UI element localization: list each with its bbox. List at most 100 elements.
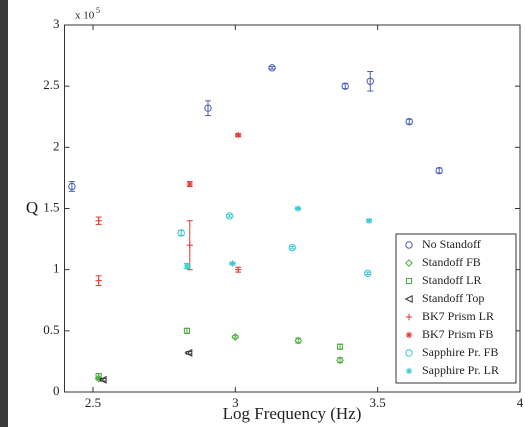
marker-stroke xyxy=(235,132,241,138)
data-point xyxy=(363,269,372,278)
data-point xyxy=(95,217,102,224)
data-point xyxy=(341,82,349,90)
marker-shape xyxy=(435,166,443,175)
marker-shape xyxy=(336,356,344,365)
data-point xyxy=(186,242,193,249)
data-point xyxy=(183,262,191,270)
y-axis-label: Q xyxy=(26,198,38,217)
legend-marker xyxy=(405,277,413,285)
error-bar xyxy=(204,100,211,117)
y-multiplier-exponent: 5 xyxy=(96,6,100,15)
legend-marker xyxy=(405,259,413,267)
error-bar xyxy=(269,66,276,70)
x-tick-label: 4 xyxy=(517,395,524,410)
legend-marker xyxy=(405,313,413,321)
marker-shape xyxy=(204,104,212,112)
marker-stroke xyxy=(229,260,236,267)
legend-label: Standoff LR xyxy=(422,273,481,287)
data-point xyxy=(234,266,242,273)
marker-shape xyxy=(68,182,76,191)
legend-label: Standoff FB xyxy=(422,255,481,269)
legend-marker xyxy=(405,241,413,249)
data-point xyxy=(365,217,373,224)
data-point xyxy=(98,375,107,384)
y-tick-label: 1.5 xyxy=(43,199,59,214)
x-tick-label: 3.5 xyxy=(370,395,386,410)
x-axis-label: Log Frequency (Hz) xyxy=(223,404,362,423)
marker-shape xyxy=(341,82,349,90)
legend-label: BK7 Prism FB xyxy=(422,327,493,341)
data-point xyxy=(186,180,193,188)
marker-shape xyxy=(184,348,193,357)
data-point xyxy=(234,131,242,139)
legend-label: Standoff Top xyxy=(422,291,484,305)
error-bar xyxy=(226,214,233,218)
data-point xyxy=(294,336,303,345)
data-point xyxy=(204,104,212,112)
marker-shape xyxy=(98,375,107,384)
y-tick-label: 2 xyxy=(53,138,60,153)
marker-shape xyxy=(288,243,296,252)
x-tick-label: 3 xyxy=(232,395,239,410)
data-point xyxy=(229,260,236,267)
marker-stroke xyxy=(366,218,372,224)
data-point xyxy=(95,277,102,284)
legend-marker xyxy=(405,349,413,357)
error-bar xyxy=(289,245,296,250)
data-point xyxy=(268,64,276,72)
marker-shape xyxy=(95,373,102,380)
marker-shape xyxy=(294,336,303,345)
data-point xyxy=(183,327,190,334)
data-point xyxy=(231,333,240,341)
marker-shape xyxy=(405,349,413,357)
marker-shape xyxy=(405,259,413,267)
legend-label: Sapphire Pr. FB xyxy=(422,345,498,359)
marker-stroke xyxy=(295,205,301,212)
error-bar xyxy=(367,70,374,92)
data-point xyxy=(336,356,344,365)
error-bar xyxy=(295,337,302,344)
y-tick-label: 3 xyxy=(53,16,60,31)
legend-marker xyxy=(405,367,413,375)
legend-box xyxy=(395,233,517,384)
marker-shape xyxy=(337,343,344,350)
data-point xyxy=(294,205,302,212)
marker-shape xyxy=(405,277,413,285)
x-tick-label: 2.5 xyxy=(85,395,101,410)
marker-stroke xyxy=(406,332,412,338)
data-point xyxy=(435,166,443,175)
data-point xyxy=(288,243,296,252)
legend-marker xyxy=(404,294,413,304)
marker-shape xyxy=(405,241,413,249)
y-multiplier: x 10 xyxy=(75,10,95,22)
marker-shape xyxy=(225,212,234,220)
marker-shape xyxy=(177,229,185,237)
data-point xyxy=(405,117,413,126)
legend-marker xyxy=(405,331,413,339)
error-bar xyxy=(337,357,344,364)
marker-stroke xyxy=(406,368,412,374)
y-tick-label: 1 xyxy=(53,261,60,276)
data-point xyxy=(184,348,193,357)
data-point xyxy=(95,373,102,380)
marker-shape xyxy=(183,327,190,334)
y-tick-label: 0 xyxy=(53,383,60,398)
marker-shape xyxy=(363,269,372,278)
legend-label: Sapphire Pr. LR xyxy=(422,363,499,377)
marker-shape xyxy=(366,77,374,85)
marker-shape xyxy=(268,64,276,72)
y-tick-label: 2.5 xyxy=(43,77,59,92)
legend-label: No Standoff xyxy=(422,237,481,251)
marker-shape xyxy=(405,117,413,126)
marker-stroke xyxy=(187,181,193,187)
data-point xyxy=(177,229,185,237)
data-point xyxy=(337,343,344,350)
error-bar xyxy=(364,271,371,276)
data-point xyxy=(68,182,76,191)
legend-label: BK7 Prism LR xyxy=(422,309,494,323)
marker-shape xyxy=(231,333,240,341)
marker-stroke xyxy=(184,263,190,269)
y-tick-label: 0.5 xyxy=(43,322,59,337)
photo-edge xyxy=(0,0,8,427)
